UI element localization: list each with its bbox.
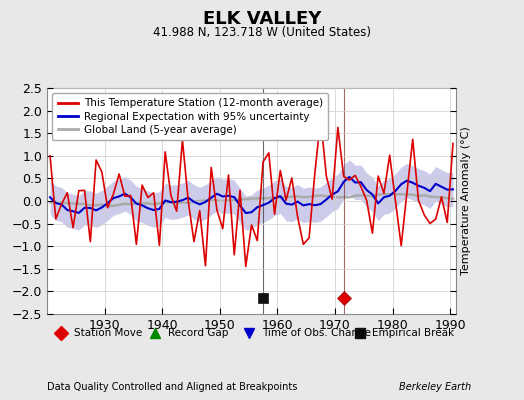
Text: Station Move: Station Move <box>74 328 142 338</box>
Text: Time of Obs. Change: Time of Obs. Change <box>262 328 371 338</box>
Text: ELK VALLEY: ELK VALLEY <box>203 10 321 28</box>
Text: Empirical Break: Empirical Break <box>372 328 454 338</box>
Text: Data Quality Controlled and Aligned at Breakpoints: Data Quality Controlled and Aligned at B… <box>47 382 298 392</box>
Legend: This Temperature Station (12-month average), Regional Expectation with 95% uncer: This Temperature Station (12-month avera… <box>52 93 328 140</box>
Text: Record Gap: Record Gap <box>168 328 228 338</box>
Text: 41.988 N, 123.718 W (United States): 41.988 N, 123.718 W (United States) <box>153 26 371 39</box>
Text: Berkeley Earth: Berkeley Earth <box>399 382 472 392</box>
Y-axis label: Temperature Anomaly (°C): Temperature Anomaly (°C) <box>462 127 472 275</box>
